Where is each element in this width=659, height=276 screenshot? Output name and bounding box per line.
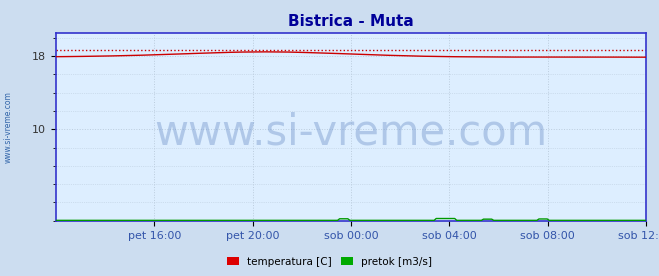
Text: www.si-vreme.com: www.si-vreme.com xyxy=(3,91,13,163)
Text: www.si-vreme.com: www.si-vreme.com xyxy=(154,112,548,153)
Title: Bistrica - Muta: Bistrica - Muta xyxy=(288,14,414,29)
Legend: temperatura [C], pretok [m3/s]: temperatura [C], pretok [m3/s] xyxy=(223,253,436,271)
